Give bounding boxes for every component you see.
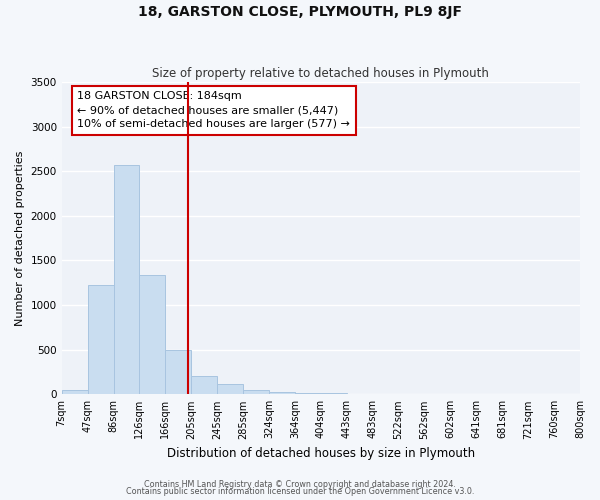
Bar: [217, 384, 243, 394]
Bar: [62, 390, 88, 394]
X-axis label: Distribution of detached houses by size in Plymouth: Distribution of detached houses by size …: [167, 447, 475, 460]
Text: 18, GARSTON CLOSE, PLYMOUTH, PL9 8JF: 18, GARSTON CLOSE, PLYMOUTH, PL9 8JF: [138, 5, 462, 19]
Bar: [295, 392, 321, 394]
Title: Size of property relative to detached houses in Plymouth: Size of property relative to detached ho…: [152, 66, 489, 80]
Bar: [88, 284, 113, 395]
Text: Contains public sector information licensed under the Open Government Licence v3: Contains public sector information licen…: [126, 488, 474, 496]
Bar: [166, 350, 191, 395]
Bar: [269, 392, 295, 394]
Bar: [243, 390, 269, 394]
Bar: [191, 376, 217, 394]
Text: Contains HM Land Registry data © Crown copyright and database right 2024.: Contains HM Land Registry data © Crown c…: [144, 480, 456, 489]
Bar: [113, 165, 139, 394]
Bar: [139, 275, 166, 394]
Y-axis label: Number of detached properties: Number of detached properties: [15, 150, 25, 326]
Text: 18 GARSTON CLOSE: 184sqm
← 90% of detached houses are smaller (5,447)
10% of sem: 18 GARSTON CLOSE: 184sqm ← 90% of detach…: [77, 92, 350, 130]
